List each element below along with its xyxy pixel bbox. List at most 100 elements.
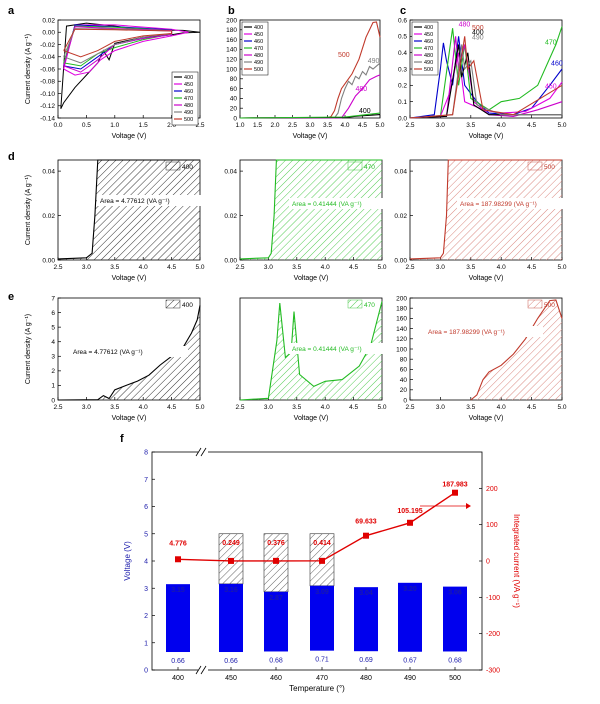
y2-tick-label: -200 — [486, 631, 500, 638]
y-tick-label: 120 — [226, 57, 237, 64]
legend-entry: 490 — [254, 60, 263, 66]
y-tick-label: 0.02 — [42, 17, 55, 24]
y-tick-label: -0.10 — [40, 91, 55, 98]
onset-voltage-label: 0.67 — [403, 658, 417, 665]
panel-label-a: a — [8, 5, 15, 17]
integrated-area — [240, 301, 382, 400]
x-tick-label: 4.5 — [527, 404, 536, 411]
y-tick-label: 160 — [396, 316, 407, 323]
x-tick-label: 2.5 — [405, 404, 414, 411]
series-annotation: 480 — [459, 22, 471, 29]
area-label-bg — [70, 346, 188, 357]
y-tick-label: 0.2 — [398, 83, 407, 90]
chart-e500: 2.5 3.0 3.5 4.0 4.5 5.0 0 20 40 60 80 100 120 140 160 1… — [396, 295, 567, 422]
y-tick-label: 1 — [51, 383, 55, 390]
x-tick-label: 2.0 — [270, 122, 279, 129]
axis-break-top-gap — [198, 449, 208, 455]
chart-c: 2.5 3.0 3.5 4.0 4.5 5.0 0.0 0.1 0.2 0.3 0.4 0.5 0.6 V… — [398, 17, 567, 140]
x-tick-label: 3.5 — [292, 404, 301, 411]
x-tick-label: 4.5 — [358, 122, 367, 129]
x-tick-label: 3.0 — [264, 404, 273, 411]
x-tick-label: 4.0 — [139, 264, 148, 271]
x-tick-label: 5.0 — [377, 404, 386, 411]
peak-voltage-label: 3.15 — [171, 587, 185, 594]
curve-line — [57, 159, 200, 260]
legend-entry: 460 — [184, 89, 193, 95]
x-tick-label: 4.5 — [527, 122, 536, 129]
y-tick-label: 140 — [396, 326, 407, 333]
x-tick-label: 4.5 — [349, 404, 358, 411]
legend-entry: 460 — [254, 39, 263, 45]
legend-entry: 400 — [182, 302, 193, 309]
integrated-current-label: 0.414 — [313, 540, 331, 547]
y-tick-label: 0.6 — [398, 17, 407, 24]
series-line-490 — [63, 28, 173, 64]
axis-break-mark — [200, 665, 207, 675]
x-tick-label: 4.5 — [349, 264, 358, 271]
series-annotation: 500 — [472, 25, 484, 32]
chart-d400: 2.5 3.0 3.5 4.0 4.5 5.0 0.00 0.02 0.04 Voltage (V… — [25, 159, 215, 282]
y-tick-label: 0 — [144, 668, 148, 675]
y2-axis-label: Integrated current (VA g⁻¹) — [512, 514, 521, 608]
onset-voltage-label: 0.68 — [269, 657, 283, 664]
integrated-current-marker — [452, 489, 458, 496]
y-tick-label: 0.02 — [224, 213, 237, 220]
x-tick-label: 3.5 — [466, 122, 475, 129]
x-tick-label: 450 — [225, 675, 237, 682]
legend-entry: 500 — [254, 67, 263, 73]
integrated-area — [470, 300, 562, 400]
onset-voltage-label: 0.68 — [448, 657, 462, 664]
series-annotation: 480 — [356, 86, 368, 93]
y-tick-label: 3 — [51, 354, 55, 361]
y-tick-label: 2 — [51, 368, 55, 375]
voltage-bar — [354, 587, 378, 652]
x-tick-label: 500 — [449, 675, 461, 682]
integrated-current-label: 0.376 — [267, 540, 285, 547]
y-tick-label: 180 — [396, 306, 407, 313]
y-tick-label: -0.06 — [40, 66, 55, 73]
x-tick-label: 5.0 — [195, 264, 204, 271]
panel-label-f: f — [120, 433, 124, 445]
chart-d470: 2.5 3.0 3.5 4.0 4.5 5.0 0.00 0.02 0.04 Voltage (V… — [224, 159, 407, 282]
y-tick-label: 7 — [144, 477, 148, 484]
integrated-current-marker — [319, 557, 325, 564]
series-line-470 — [409, 26, 563, 119]
legend-entry: 460 — [424, 39, 433, 45]
integrated-area — [58, 305, 200, 400]
y-tick-label: 6 — [144, 504, 148, 511]
y-tick-label: 80 — [230, 76, 238, 83]
integrated-area — [410, 160, 562, 260]
x-tick-label: 490 — [404, 675, 416, 682]
y2-tick-label: -300 — [486, 668, 500, 675]
onset-voltage-label: 0.66 — [171, 658, 185, 665]
y-tick-label: 20 — [230, 106, 238, 113]
x-tick-label: 4.0 — [321, 404, 330, 411]
y-tick-label: 120 — [396, 336, 407, 343]
series-annotation: 500 — [338, 52, 350, 59]
x-tick-label: 2.0 — [167, 122, 176, 129]
y-tick-label: 8 — [144, 450, 148, 457]
legend-entry: 400 — [254, 25, 263, 31]
legend-entry: 490 — [184, 110, 193, 116]
peak-voltage-label: 3.06 — [448, 590, 462, 597]
x-axis-label: Temperature (°) — [289, 684, 345, 693]
y-tick-label: 0 — [233, 115, 237, 122]
y-axis-label: Current density (A g⁻¹) — [25, 314, 32, 384]
x-tick-label: 2.5 — [235, 264, 244, 271]
y-tick-label: 160 — [226, 37, 237, 44]
legend-entry: 470 — [364, 302, 375, 309]
integrated-current-label: 69.633 — [355, 519, 377, 526]
x-tick-label: 3.0 — [436, 404, 445, 411]
y-tick-label: -0.12 — [40, 103, 55, 110]
voltage-bar — [310, 585, 334, 651]
y-tick-label: 0.5 — [398, 34, 407, 41]
y-tick-label: -0.02 — [40, 42, 55, 49]
y-tick-label: 60 — [230, 86, 238, 93]
panel-label-c: c — [400, 5, 406, 17]
y-tick-label: 0.4 — [398, 50, 407, 57]
x-tick-label: 470 — [316, 675, 328, 682]
y-tick-label: 140 — [226, 47, 237, 54]
legend-entry: 490 — [424, 60, 433, 66]
chart-e470: 2.5 3.0 3.5 4.0 4.5 5.0 Voltage (V) 470 Area = 0… — [235, 297, 407, 422]
series-annotation: 450 — [545, 84, 557, 91]
